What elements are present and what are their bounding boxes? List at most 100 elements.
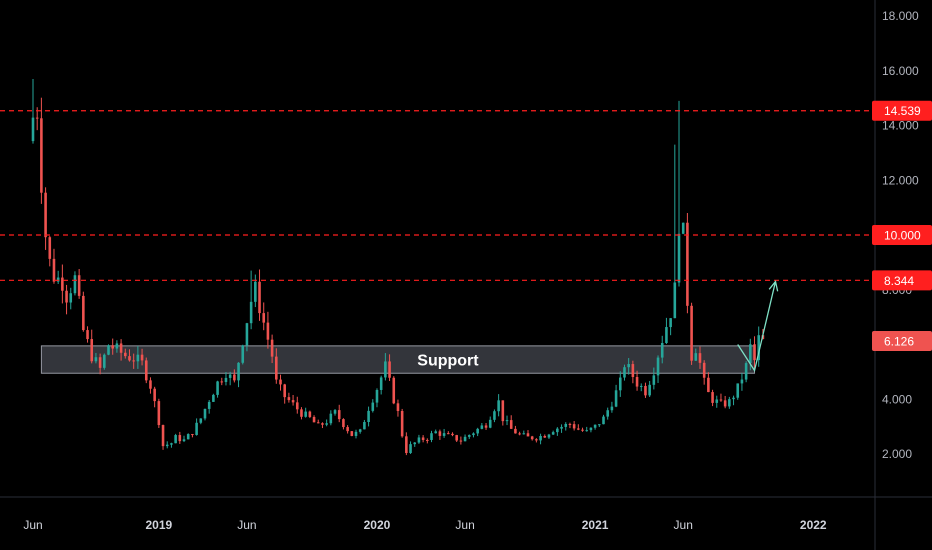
candle-body [312, 416, 316, 423]
candles [31, 78, 765, 456]
candle-body [606, 410, 609, 417]
candle-body [174, 435, 177, 444]
candle-body [413, 442, 417, 445]
candle-body [589, 427, 593, 431]
candle-body [639, 385, 643, 387]
candle-body [191, 434, 194, 436]
candle-body [463, 436, 467, 442]
candle-body [577, 428, 580, 430]
candle-body [434, 431, 438, 434]
candle-body [539, 435, 542, 441]
candle-body [740, 379, 744, 384]
candle-body [186, 434, 190, 440]
candle-body [342, 419, 345, 428]
candle-body [631, 364, 635, 378]
candle-body [430, 433, 433, 440]
projection-arrowhead [768, 280, 779, 292]
time-tick-label: Jun [674, 518, 693, 532]
projection-arrow [737, 280, 779, 373]
candle-body [438, 431, 442, 436]
support-zone-label: Support [417, 353, 479, 370]
candle-body [484, 425, 488, 428]
support-zone-box [40, 345, 756, 374]
candle-body [690, 305, 693, 361]
candle-body [455, 435, 458, 441]
candle-body [652, 375, 656, 385]
projection-path [737, 281, 777, 373]
time-tick-label: Jun [455, 518, 474, 532]
candle-body [346, 427, 349, 432]
level-badge-background [872, 270, 932, 291]
candle-body [556, 428, 559, 433]
level-lines [0, 110, 875, 281]
candle-body [400, 411, 404, 437]
candle-body [136, 354, 140, 362]
candle-body [216, 381, 219, 395]
candle-body [52, 258, 56, 282]
candle-body [472, 433, 475, 436]
candle-body [509, 420, 513, 429]
candle-body [421, 437, 425, 440]
candle-body [73, 275, 77, 294]
candle-body [275, 356, 278, 380]
candle-body [698, 353, 702, 363]
candle-body [329, 413, 333, 424]
candle-body [585, 430, 589, 432]
candle-body [660, 342, 664, 358]
candle-body [459, 440, 463, 442]
candle-body [711, 392, 714, 403]
candle-body [665, 327, 668, 343]
candle-body [446, 433, 450, 435]
candle-body [304, 411, 307, 417]
candle-body [220, 381, 224, 383]
candle-body [526, 433, 530, 437]
candle-body [254, 281, 257, 302]
candle-body [308, 411, 312, 417]
candle-body [350, 431, 354, 436]
candle-body [178, 435, 182, 442]
candle-body [409, 444, 412, 454]
candle-body [262, 313, 266, 323]
candle-body [321, 423, 324, 425]
candle-body [547, 434, 551, 438]
candle-body [212, 394, 215, 402]
candle-body [237, 362, 240, 381]
candle-body [123, 352, 127, 357]
candle-body [119, 343, 123, 353]
candle-body [426, 439, 429, 441]
candle-body [618, 377, 622, 391]
candle-body [560, 426, 563, 429]
candle-body [44, 192, 47, 238]
candle-body [732, 397, 735, 400]
candle-body [635, 377, 639, 387]
price-tick-label: 12.000 [882, 173, 919, 187]
time-tick-label: Jun [23, 518, 42, 532]
candle-body [132, 360, 135, 362]
time-axis[interactable]: Jun 2019 Jun 2020 Jun 2021 Jun 2022 [23, 518, 827, 532]
candle-body [144, 360, 148, 381]
candle-body [128, 356, 131, 361]
candle-body [86, 330, 89, 340]
candle-body [476, 428, 479, 434]
candle-body [581, 429, 584, 431]
candle-body [694, 353, 698, 361]
candle-body [681, 222, 685, 234]
candle-body [266, 322, 270, 340]
price-tick-label: 2.000 [882, 447, 912, 461]
candle-body [673, 282, 677, 319]
current-price-badge-background [872, 331, 932, 352]
candle-body [224, 377, 228, 382]
candle-body [233, 374, 236, 381]
candle-body [94, 357, 98, 362]
time-tick-label: 2022 [800, 518, 827, 532]
candle-body [35, 117, 39, 119]
candle-body [157, 401, 161, 426]
candle-body [505, 420, 509, 422]
candle-body [501, 400, 505, 422]
candle-body [702, 362, 706, 378]
candle-body [287, 397, 291, 401]
candle-body [392, 377, 396, 404]
candle-body [241, 345, 245, 363]
candle-body [300, 409, 303, 417]
